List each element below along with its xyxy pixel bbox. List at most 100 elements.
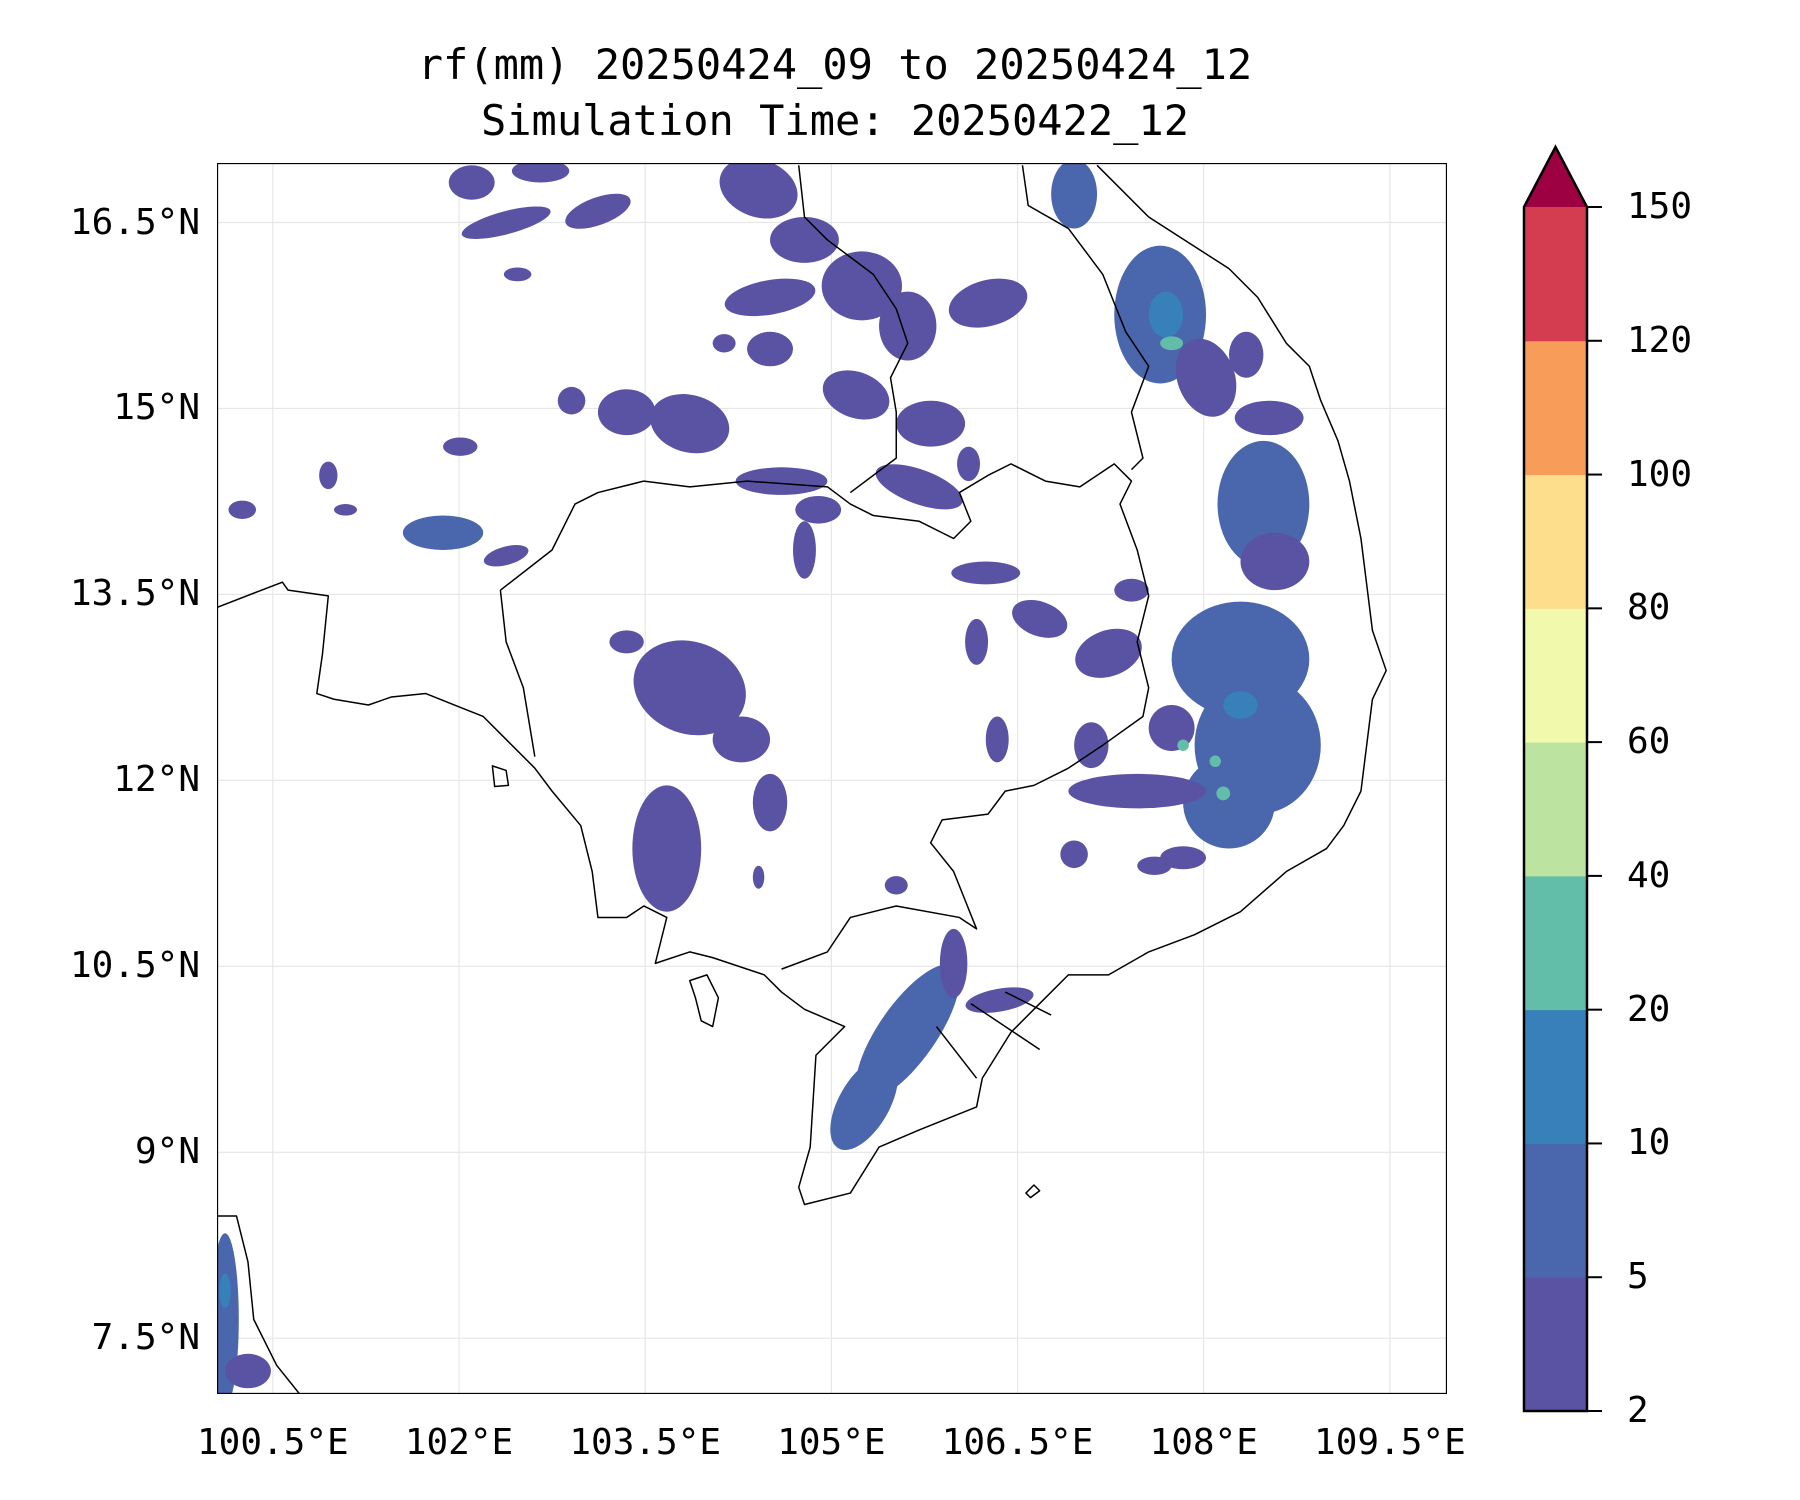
border-laos-thailand: [797, 165, 909, 494]
colorbar-label: 100: [1627, 453, 1693, 495]
x-tick-label: 100.5°E: [196, 1422, 349, 1463]
rain-contour-2-5: [461, 206, 551, 239]
rain-contour-20-40: [1160, 336, 1184, 351]
colorbar: [1522, 144, 1602, 1413]
rain-contour-2-5: [879, 291, 937, 361]
rain-contour-2-5: [632, 785, 702, 912]
rain-contour-2-5: [609, 630, 644, 654]
y-tick-label: 7.5°N: [91, 1317, 200, 1359]
rain-contour-2-5: [939, 928, 968, 998]
colorbar-segment: [1524, 875, 1587, 1011]
island-koh-kong: [491, 765, 510, 788]
rain-contour-20-40: [1209, 755, 1221, 768]
coastlines-borders: [217, 164, 1387, 1394]
rain-contour-2-5: [565, 193, 631, 229]
chart-title-line1: rf(mm) 20250424_09 to 20250424_12: [417, 40, 1253, 89]
rain-contour-2-5: [1175, 338, 1237, 417]
rain-contour-2-5: [1160, 846, 1207, 870]
colorbar-label: 20: [1627, 988, 1671, 1030]
rain-contour-2-5: [985, 716, 1009, 763]
colorbar-segment: [1524, 608, 1587, 743]
rain-contour-2-5: [1012, 599, 1068, 638]
rain-contour-5-10: [830, 1056, 898, 1150]
rain-contour-2-5: [503, 267, 532, 282]
rain-contour-10-20: [219, 1273, 231, 1308]
rain-contour-2-5: [1075, 628, 1142, 678]
y-tick-label: 15°N: [113, 387, 200, 429]
rain-contour-2-5: [1228, 331, 1264, 378]
rain-contour-2-5: [225, 1353, 271, 1389]
rain-contour-2-5: [948, 278, 1028, 328]
colorbar-segment: [1524, 474, 1587, 609]
rain-contour-2-5: [770, 216, 839, 263]
colorbar-segment: [1524, 340, 1587, 476]
colorbar-label: 10: [1627, 1122, 1671, 1164]
rain-contour-10-20: [1223, 691, 1258, 719]
rain-contour-2-5: [792, 521, 816, 579]
x-tick-label: 109.5°E: [1314, 1422, 1466, 1463]
rain-contour-2-5: [896, 400, 966, 447]
colorbar-label: 120: [1627, 319, 1693, 361]
x-tick-label: 103.5°E: [569, 1422, 722, 1463]
rain-contour-20-40: [1177, 739, 1189, 751]
x-tick-label: 102°E: [404, 1422, 514, 1463]
y-tick-label: 10.5°N: [69, 945, 200, 987]
colorbar-extend-arrow: [1524, 147, 1587, 207]
rain-contour-2-5: [1137, 856, 1172, 875]
y-tick-label: 13.5°N: [69, 573, 200, 615]
rain-contour-2-5: [1074, 722, 1109, 769]
rain-contour-2-5: [1240, 532, 1310, 591]
rain-contour-2-5: [747, 331, 793, 367]
rainfall-contours: [217, 163, 1321, 1394]
colorbar-label: 40: [1627, 854, 1671, 896]
rain-contour-2-5: [448, 165, 495, 200]
rain-contour-2-5: [795, 496, 842, 524]
rain-contour-2-5: [443, 437, 478, 456]
rain-contour-2-5: [557, 386, 586, 415]
rain-contour-2-5: [752, 865, 765, 889]
rain-contour-2-5: [875, 464, 963, 510]
rain-contour-10-20: [1148, 291, 1184, 338]
rain-contour-2-5: [965, 987, 1034, 1013]
rain-contour-2-5: [1234, 400, 1304, 436]
y-tick-label: 9°N: [134, 1131, 200, 1173]
x-tick-label: 105°E: [777, 1422, 886, 1463]
chart-title-line2: Simulation Time: 20250422_12: [480, 96, 1189, 145]
map-plot-area: [217, 163, 1447, 1394]
rain-contour-2-5: [511, 163, 570, 183]
border-laos-vietnam: [1021, 165, 1150, 471]
rain-contour-2-5: [752, 773, 788, 832]
rain-contour-2-5: [957, 446, 981, 482]
y-tick-label: 16.5°N: [69, 201, 200, 243]
rain-contour-2-5: [822, 370, 890, 420]
island-phu-quoc: [688, 974, 720, 1028]
rain-contour-2-5: [951, 561, 1021, 585]
rain-contour-2-5: [1060, 840, 1088, 869]
rain-contour-5-10: [1183, 756, 1275, 849]
rain-contour-2-5: [724, 278, 816, 317]
rain-contour-5-10: [402, 515, 484, 550]
rain-contour-2-5: [712, 334, 736, 353]
y-tick-label: 12°N: [113, 759, 200, 801]
rain-contour-2-5: [483, 545, 529, 567]
coastline-mekong-delta: [935, 991, 1052, 1079]
colorbar-segment: [1524, 742, 1587, 877]
rain-contour-2-5: [735, 467, 828, 495]
rain-contour-2-5: [965, 618, 989, 665]
colorbar-segment: [1524, 1009, 1587, 1144]
rain-contour-2-5: [228, 500, 257, 519]
x-tick-label: 106.5°E: [941, 1422, 1094, 1463]
colorbar-label: 60: [1627, 721, 1671, 763]
colorbar-label: 2: [1627, 1390, 1649, 1431]
coastline-malay-peninsula: [217, 1215, 301, 1394]
rain-contour-2-5: [597, 389, 656, 436]
rain-contour-20-40: [1216, 786, 1231, 801]
border-cambodia: [499, 463, 1150, 970]
island-con-dao: [1025, 1184, 1041, 1199]
colorbar-label: 150: [1627, 186, 1693, 227]
rain-contour-2-5: [650, 394, 730, 454]
rain-contour-5-10: [1051, 163, 1098, 229]
rain-contour-2-5: [719, 163, 798, 219]
colorbar-segment: [1524, 1277, 1587, 1412]
rain-contour-2-5: [1114, 578, 1149, 602]
